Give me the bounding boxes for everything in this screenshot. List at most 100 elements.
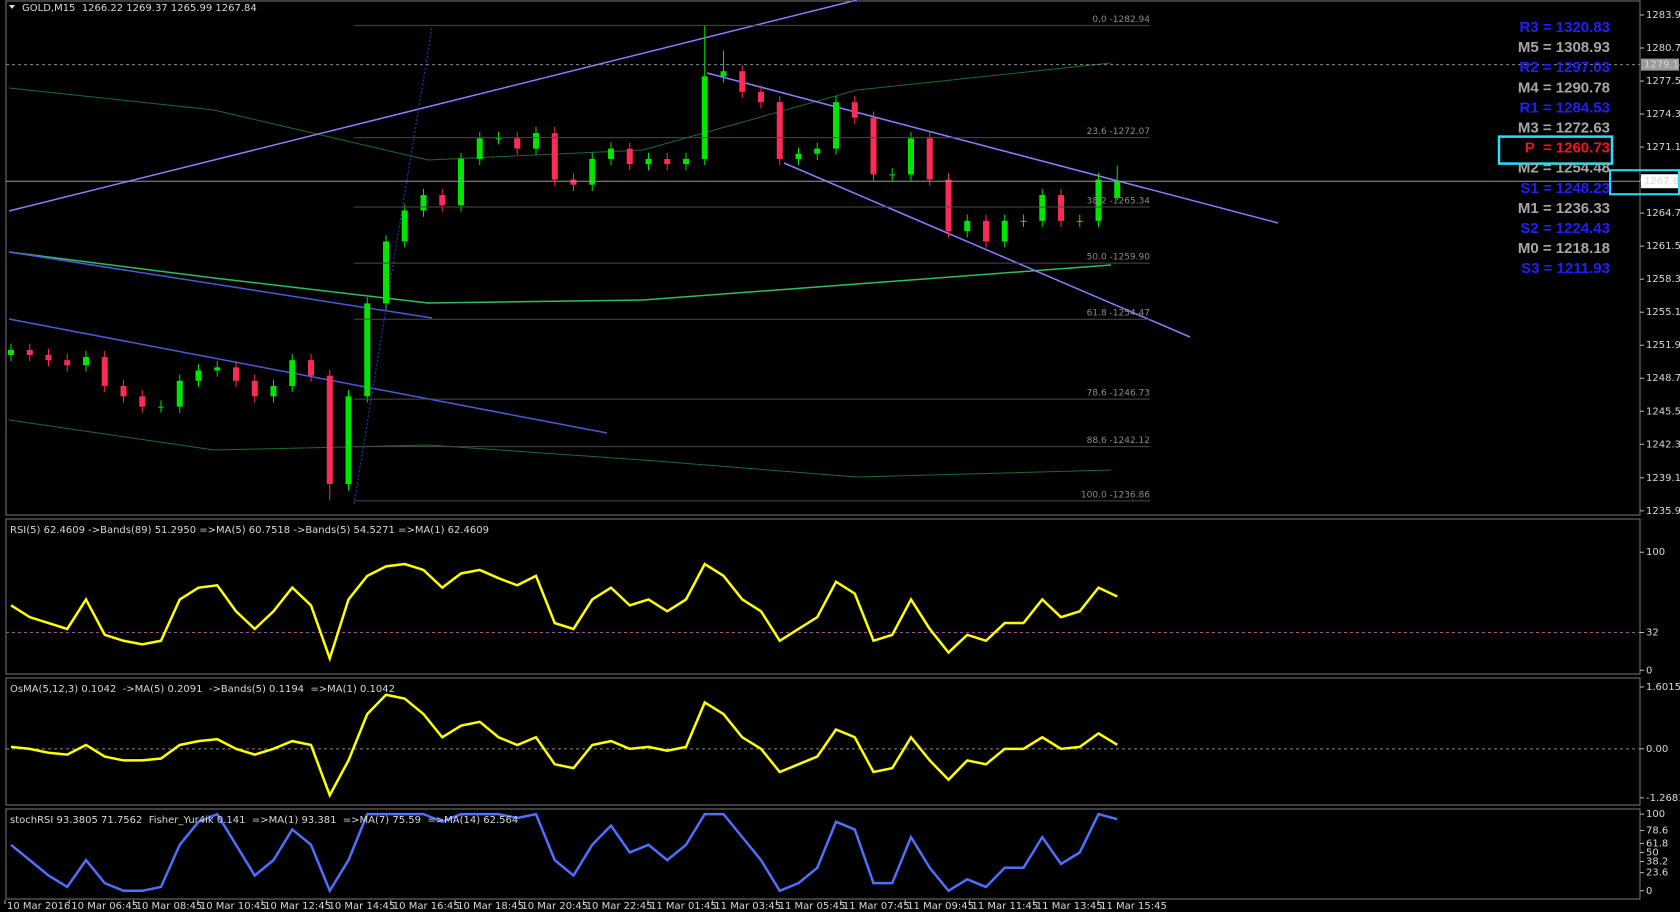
candle-body [476,138,483,159]
y-tick-label: 0.00 [1646,744,1668,755]
candle-body [383,241,389,304]
candle-body [289,360,296,386]
y-tick-label: 0 [1646,665,1652,676]
candle-body [1076,220,1083,222]
pivot-label: S1 = 1248.23 [1520,180,1610,197]
pivot-label: M2 = 1254.48 [1518,160,1610,177]
candle-body [270,385,277,397]
x-tick-label: 11 Mar 01:45 [650,901,717,912]
pivot-label: R1 = 1284.53 [1520,99,1611,116]
trend-line [783,162,1191,338]
candle-body [533,133,539,149]
candle-body [345,396,352,485]
pivot-label: R3 = 1320.83 [1520,19,1611,36]
candle-body [158,406,164,408]
trend-line [353,26,433,505]
fib-label: 100.0 -1236.86 [1081,490,1150,500]
fib-label: 23.6 -1272.07 [1087,127,1150,137]
candle-body [364,303,371,397]
candle-body [64,360,71,366]
moving-average [8,419,1112,478]
candle-body [401,210,408,242]
candle-body [45,355,52,361]
x-tick-label: 11 Mar 15:45 [1100,901,1167,912]
candle-body [926,138,933,180]
panel-header: stochRSI 93.3805 71.7562 Fisher_Yur4ik 0… [10,815,518,826]
y-tick-label: 1277.55 [1646,76,1680,87]
y-tick-label: 38.2 [1646,857,1668,868]
candle-body [814,148,821,154]
y-tick-label: 1280.75 [1646,43,1680,54]
candle-body [964,220,971,232]
candle-body [683,158,689,165]
x-tick-label: 10 Mar 10:45 [200,901,267,912]
y-tick-label: 1239.1 [1646,473,1680,484]
candle-body [664,158,671,165]
x-tick-label: 11 Mar 11:45 [972,901,1039,912]
y-tick-label: 1245.55 [1646,406,1680,417]
level-label-box [1641,58,1679,71]
y-tick-label: 1283.95 [1646,10,1680,21]
pivot-label: M3 = 1272.63 [1518,119,1610,136]
trend-line [8,0,858,212]
candle-body [1020,220,1027,222]
y-tick-label: 100 [1646,809,1665,820]
x-tick-label: 11 Mar 05:45 [779,901,846,912]
trend-line [8,251,433,319]
y-tick-label: 1258.35 [1646,274,1680,285]
trend-line [8,318,608,434]
candle-body [83,357,89,366]
panel-header: OsMA(5,12,3) 0.1042 ->MA(5) 0.2091 ->Ban… [10,684,395,695]
candle-body [833,102,839,149]
x-tick-label: 10 Mar 18:45 [457,901,524,912]
pivot-label: P = 1260.73 [1525,140,1610,157]
candle-body [1095,179,1102,221]
y-tick-label: 1261.55 [1646,241,1680,252]
fib-label: 38.2 -1265.34 [1087,197,1151,207]
pivot-label: S2 = 1224.43 [1520,220,1610,237]
candle-body [101,357,108,386]
candle-body [439,195,446,206]
candle-body [514,138,521,149]
y-tick-label: -1.2681 [1646,793,1680,804]
candle-body [608,148,614,159]
candle-body [701,76,708,159]
candle-body [1058,195,1064,221]
y-tick-label: 1271.15 [1646,142,1680,153]
candle-body [251,380,258,397]
candle-body [945,179,952,232]
candle-body [233,367,239,381]
candle-body [420,195,427,211]
y-tick-label: 100 [1646,547,1665,558]
y-tick-label: 1242.35 [1646,439,1680,450]
panel-frame [5,808,1641,900]
y-tick-label: 1.6015 [1646,682,1680,693]
candle-body [626,148,633,165]
y-tick-label: 61.8 [1646,838,1668,849]
y-tick-label: 50 [1646,847,1659,858]
y-tick-label: 1255.15 [1646,307,1680,318]
y-tick-label: 1248.75 [1646,373,1680,384]
pivot-label: M4 = 1290.78 [1518,79,1610,96]
pivot-label: M5 = 1308.93 [1518,39,1610,56]
menu-arrow [9,5,15,9]
candle-body [983,220,989,242]
candle-body [308,360,314,376]
candle-body [870,117,877,175]
candle-body [176,380,183,407]
drawings [8,0,1279,505]
panel-header: RSI(5) 62.4609 ->Bands(89) 51.2950 =>MA(… [10,525,489,536]
candle-body [495,138,502,140]
candle-body [570,179,577,185]
x-tick-label: 10 Mar 22:45 [586,901,653,912]
pivot-label: M1 = 1236.33 [1518,200,1610,217]
pivot-box [1497,135,1614,165]
fib-label: 88.6 -1242.12 [1087,436,1150,446]
level-label: 1279.14 [1644,60,1680,71]
y-tick-label: 1235.9 [1646,506,1680,517]
candle-body [851,102,858,118]
moving-average [8,251,1112,304]
y-tick-label: 1251.95 [1646,340,1680,351]
